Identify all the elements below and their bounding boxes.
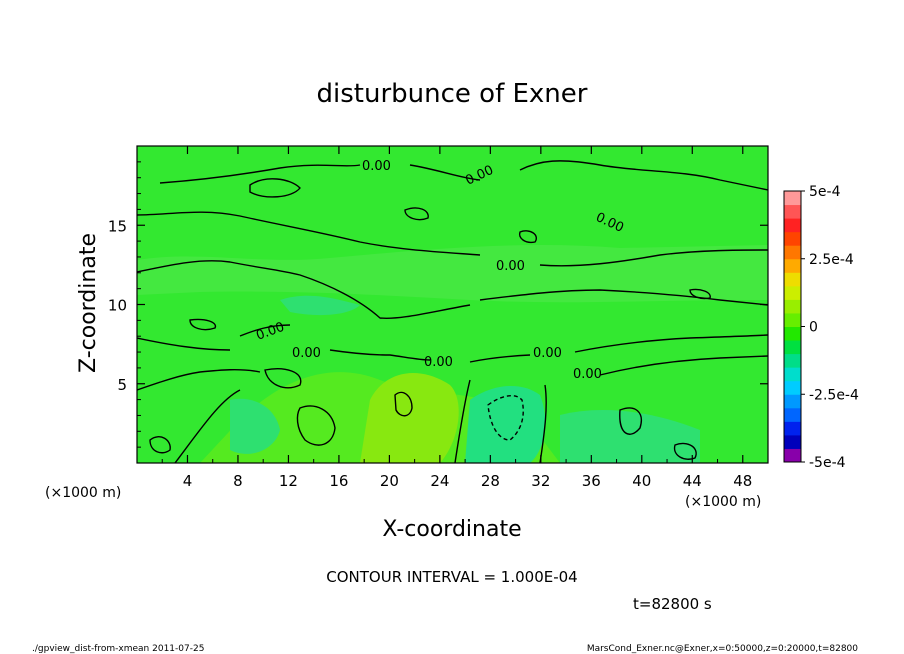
colorbar-label: 2.5e-4 — [809, 252, 854, 268]
x-tick-label: 32 — [531, 472, 550, 490]
colorbar-segment — [784, 434, 801, 449]
footer-right: MarsCond_Exner.nc@Exner,x=0:50000,z=0:20… — [587, 644, 858, 654]
colorbar-segment — [784, 380, 801, 395]
contour-lines — [137, 160, 768, 463]
colorbar-segment — [784, 204, 801, 219]
contour-line — [394, 391, 413, 417]
contour-line — [264, 368, 302, 389]
contour-line — [159, 160, 768, 191]
colorbar-label: 5e-4 — [809, 184, 841, 200]
contour-line-dashed — [487, 394, 524, 441]
contour-line — [673, 442, 697, 460]
y-tick-label: 10 — [108, 297, 127, 315]
colorbar-segment — [784, 258, 801, 273]
colorbar-label: -5e-4 — [809, 455, 846, 471]
x-tick-label: 16 — [329, 472, 348, 490]
field-patch — [360, 373, 459, 463]
y-axis: 5 10 15 — [108, 161, 768, 448]
colorbar-segment — [784, 326, 801, 341]
colorbar-segment — [784, 285, 801, 300]
contour-label: 0.00 — [573, 367, 602, 382]
colorbar-segment — [784, 367, 801, 382]
contour-line — [296, 405, 336, 446]
colorbar-segment — [784, 353, 801, 368]
x-tick-label: 8 — [233, 472, 243, 490]
x-tick-label: 12 — [279, 472, 298, 490]
plot-area: 0.00 0.00 0.00 0.00 0.00 0.00 0.00 0.00 … — [137, 146, 768, 463]
contour-line — [189, 318, 217, 331]
field-patch — [280, 295, 360, 316]
footer-left: ./gpview_dist-from-xmean 2011-07-25 — [32, 644, 204, 654]
x-tick-label: 40 — [632, 472, 651, 490]
colorbar-segment — [784, 421, 801, 436]
contour-line — [174, 379, 547, 463]
colorbar-label: 0 — [809, 320, 818, 336]
contour-line — [137, 355, 768, 391]
contour-line — [619, 407, 642, 435]
colorbar-segment — [784, 218, 801, 233]
colorbar-segment — [784, 299, 801, 314]
contour-label: 0.00 — [292, 346, 321, 361]
contour-label: 0.00 — [362, 159, 391, 174]
colorbar-segment — [784, 231, 801, 246]
contour-line — [249, 178, 301, 198]
y-tick-label: 5 — [117, 376, 127, 394]
colorbar-segment — [784, 407, 801, 422]
y-tick-label: 15 — [108, 217, 127, 235]
x-tick-label: 20 — [380, 472, 399, 490]
colorbar-segment — [784, 191, 801, 206]
colorbar-segment — [784, 340, 801, 355]
contour-line — [137, 260, 768, 320]
colorbar-segment — [784, 394, 801, 409]
contour-label: 0.00 — [496, 259, 525, 274]
field-patch — [560, 410, 700, 463]
y-axis-title: Z-coordinate — [76, 233, 101, 373]
colorbar: 5e-4 2.5e-4 0 -2.5e-4 -5e-4 — [783, 184, 859, 471]
colorbar-label: -2.5e-4 — [809, 387, 859, 403]
colorbar-segment — [784, 272, 801, 287]
x-axis-title: X-coordinate — [382, 517, 521, 542]
chart-title: disturbunce of Exner — [317, 79, 588, 109]
contour-label: 0.00 — [424, 355, 453, 370]
contour-line — [404, 207, 429, 221]
x-axis: 4 8 12 16 20 24 28 32 36 40 44 48 — [161, 146, 752, 490]
colorbar-segment — [784, 312, 801, 327]
field-patch — [230, 398, 280, 454]
contour-interval-label: CONTOUR INTERVAL = 1.000E-04 — [326, 568, 577, 586]
contour-line — [518, 230, 537, 244]
contour-label: 0.00 — [533, 346, 562, 361]
colorbar-segment — [784, 448, 801, 463]
x-tick-label: 44 — [683, 472, 702, 490]
contour-line — [689, 288, 711, 300]
x-axis-unit: (×1000 m) — [685, 494, 761, 510]
x-tick-label: 48 — [733, 472, 752, 490]
contour-line — [149, 436, 171, 454]
contour-line — [137, 324, 768, 363]
x-tick-label: 28 — [481, 472, 500, 490]
x-tick-label: 24 — [430, 472, 449, 490]
field-patch — [465, 385, 546, 463]
y-axis-unit: (×1000 m) — [45, 485, 121, 501]
field-patch — [137, 245, 768, 303]
x-tick-label: 4 — [183, 472, 193, 490]
contour-line — [137, 211, 768, 267]
time-label: t=82800 s — [633, 595, 712, 613]
x-tick-label: 36 — [582, 472, 601, 490]
colorbar-segment — [784, 245, 801, 260]
